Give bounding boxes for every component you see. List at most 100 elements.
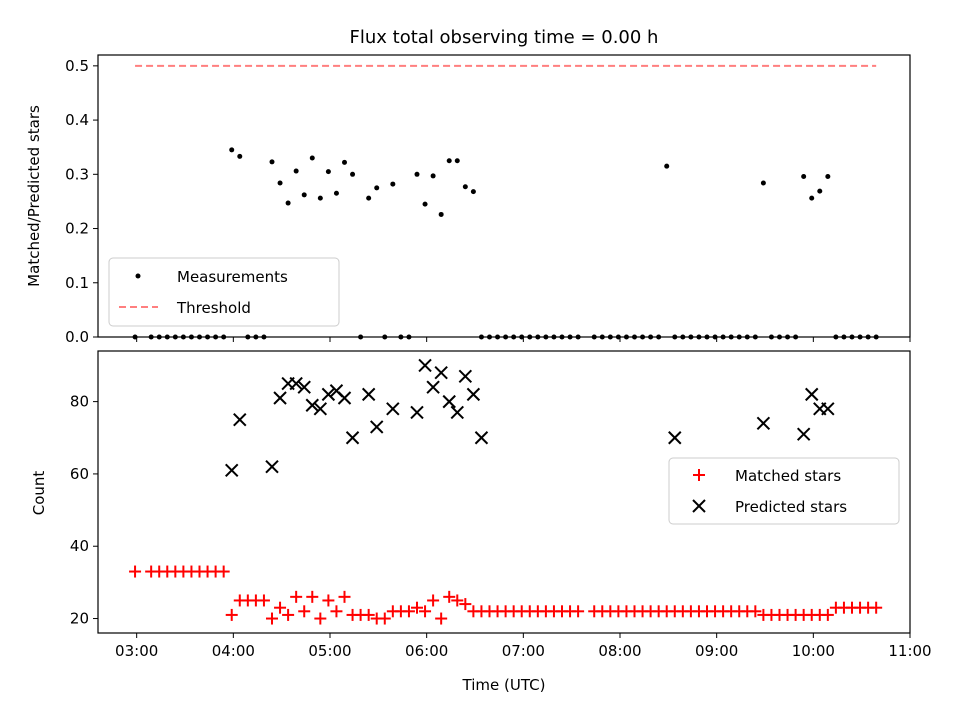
predicted-stars-point xyxy=(297,380,311,394)
predicted-stars-point xyxy=(668,431,682,445)
top-y-tick-label: 0.2 xyxy=(65,220,89,238)
predicted-stars-point xyxy=(796,427,811,441)
predicted-stars-point xyxy=(442,394,456,409)
top-panel: Flux total observing time = 0.00 h 0.00.… xyxy=(25,27,911,346)
matched-stars-point xyxy=(217,565,230,578)
matched-stars-point xyxy=(314,612,327,625)
predicted-stars-point xyxy=(434,365,448,380)
matched-stars-point xyxy=(411,601,423,614)
measurement-point xyxy=(414,171,420,177)
measurement-point xyxy=(809,195,815,201)
predicted-stars-point xyxy=(305,398,319,412)
predicted-stars-point xyxy=(418,358,432,373)
measurement-point xyxy=(285,200,291,206)
bottom-x-axis-label: Time (UTC) xyxy=(462,676,546,694)
top-y-tick-label: 0.5 xyxy=(65,57,89,75)
predicted-stars-point xyxy=(273,391,287,405)
matched-stars-point xyxy=(266,612,278,625)
predicted-stars-point xyxy=(345,431,360,445)
matched-stars-point xyxy=(419,605,432,618)
bottom-x-tick-label: 08:00 xyxy=(598,642,641,660)
predicted-stars-point xyxy=(821,402,835,416)
measurement-point xyxy=(269,159,275,165)
measurement-point xyxy=(309,155,315,161)
measurement-point xyxy=(760,180,766,186)
matched-stars-point xyxy=(298,605,311,618)
matched-stars-point xyxy=(821,608,834,621)
matched-stars-point xyxy=(290,590,303,603)
predicted-stars-point xyxy=(321,387,336,402)
matched-stars-point xyxy=(330,605,343,618)
legend-matched-label: Matched stars xyxy=(735,467,841,485)
matched-stars-point xyxy=(451,594,464,607)
bottom-x-tick-label: 03:00 xyxy=(115,642,158,660)
predicted-stars-point xyxy=(450,405,464,420)
predicted-stars-point xyxy=(458,369,473,384)
predicted-stars-point xyxy=(265,459,279,474)
bottom-x-tick-label: 11:00 xyxy=(888,642,931,660)
predicted-stars-point xyxy=(313,402,328,416)
predicted-stars-point xyxy=(361,387,376,402)
predicted-stars-point xyxy=(386,402,400,416)
measurement-point xyxy=(325,169,331,175)
legend-threshold-label: Threshold xyxy=(176,299,251,317)
bottom-x-tick-label: 07:00 xyxy=(502,642,545,660)
predicted-stars-point xyxy=(410,405,424,420)
top-y-tick-label: 0.3 xyxy=(65,165,89,183)
legend-predicted-label: Predicted stars xyxy=(735,498,847,516)
predicted-stars-point xyxy=(474,431,489,445)
matched-stars-point xyxy=(443,590,456,603)
matched-stars-point xyxy=(378,612,391,625)
predicted-stars-point xyxy=(337,391,352,405)
bottom-x-tick-label: 05:00 xyxy=(308,642,351,660)
predicted-stars-point xyxy=(756,416,771,431)
matched-stars-point xyxy=(274,601,287,614)
measurement-point xyxy=(333,190,339,196)
top-y-tick-label: 0.1 xyxy=(65,274,89,292)
measurement-point xyxy=(229,147,235,153)
top-plot-frame xyxy=(97,54,911,338)
bottom-x-tick-label: 10:00 xyxy=(792,642,835,660)
bottom-y-tick-label: 80 xyxy=(70,393,89,411)
matched-stars-point xyxy=(870,601,883,614)
bottom-x-tick-label: 09:00 xyxy=(695,642,738,660)
predicted-stars-point xyxy=(289,376,303,391)
top-axes: 0.0 0.1 0.2 0.3 0.4 0.5 xyxy=(65,57,911,346)
measurement-point xyxy=(825,173,831,179)
bottom-legend: Matched stars Predicted stars xyxy=(668,457,900,525)
matched-stars-point xyxy=(257,594,270,607)
matched-stars-point xyxy=(459,598,472,611)
measurement-point xyxy=(438,211,444,217)
matched-stars-point xyxy=(427,594,440,607)
measurement-point xyxy=(470,189,476,195)
legend-measurements-label: Measurements xyxy=(177,268,288,286)
predicted-stars-point xyxy=(233,412,247,427)
measurement-point xyxy=(237,153,243,159)
measurement-point xyxy=(446,158,452,164)
legend-predicted-marker xyxy=(692,499,706,513)
legend-matched-marker xyxy=(693,469,705,481)
bottom-panel: 03:00 04:00 05:00 06:00 07:00 08:00 09:00 10:00… xyxy=(30,350,932,694)
measurement-point xyxy=(342,159,347,165)
matched-stars-point xyxy=(322,594,335,607)
legend-measurements-marker xyxy=(135,273,141,279)
bottom-legend-box xyxy=(668,457,900,525)
top-y-axis-label: Matched/Predicted stars xyxy=(25,105,43,287)
measurement-point xyxy=(366,195,372,201)
top-chart-title: Flux total observing time = 0.00 h xyxy=(350,27,659,48)
bottom-x-tick-label: 06:00 xyxy=(405,642,448,660)
measurement-point xyxy=(350,171,356,177)
bottom-y-axis-label: Count xyxy=(30,471,48,516)
matched-stars-point xyxy=(282,608,295,621)
measurement-point xyxy=(422,201,428,207)
measurement-point xyxy=(317,195,323,201)
measurement-point xyxy=(664,163,670,169)
measurement-point xyxy=(462,184,468,190)
predicted-stars-point xyxy=(370,420,384,434)
bottom-x-tick-label: 04:00 xyxy=(212,642,255,660)
matched-stars-point xyxy=(129,565,142,578)
top-y-tick-label: 0.4 xyxy=(65,111,89,129)
matched-stars-point xyxy=(402,605,415,618)
measurement-point xyxy=(277,180,283,186)
matched-stars-point xyxy=(225,608,238,621)
